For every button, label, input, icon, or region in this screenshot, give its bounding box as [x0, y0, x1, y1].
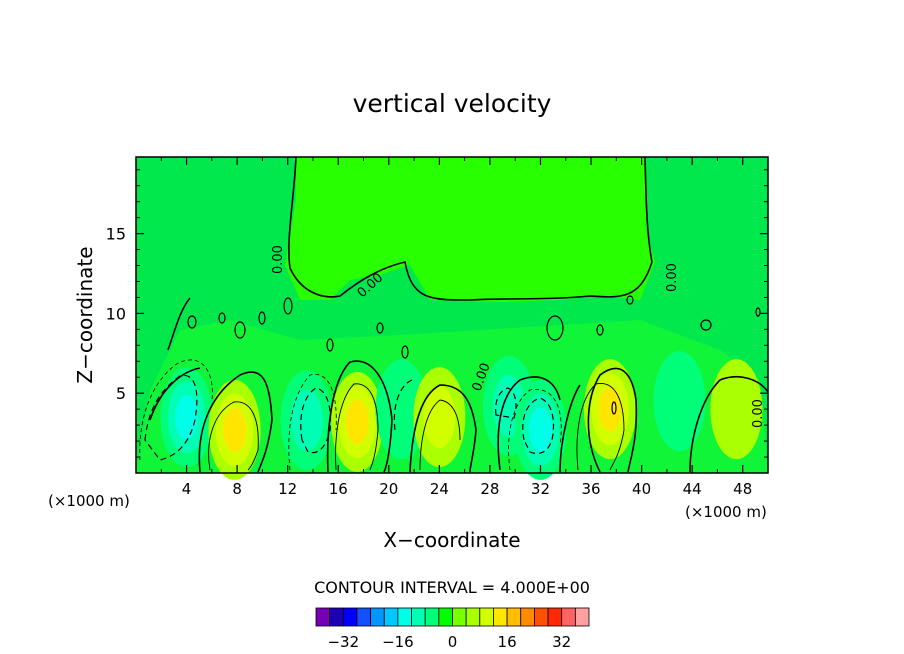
x-tick-label: 48: [733, 480, 752, 498]
colorbar-tick-labels: −32 −16 0 16 32: [327, 633, 571, 651]
x-axis-unit-left: (×1000 m): [48, 492, 130, 510]
y-axis: 5 10 15: [106, 169, 768, 458]
contour-cell: [598, 386, 622, 432]
colorbar-swatch: [534, 607, 549, 627]
contour-lines-thin: [208, 383, 625, 471]
colorbar-tick-label: 0: [448, 633, 458, 651]
chart-title: vertical velocity: [353, 89, 552, 118]
colorbar: [315, 607, 590, 627]
plot-area: 0.00 0.00 0.00 0.00 0.00: [135, 156, 769, 480]
contour-cell: [223, 407, 247, 453]
colorbar-swatch: [520, 607, 535, 627]
x-tick-label: 4: [182, 480, 192, 498]
contour-cell: [710, 359, 763, 460]
y-tick-label: 15: [106, 225, 126, 244]
contour-cell: [345, 399, 369, 445]
colorbar-swatch: [574, 607, 590, 627]
x-tick-label: 8: [232, 480, 242, 498]
contour-label: 0.00: [665, 263, 680, 292]
colorbar-swatch: [342, 607, 358, 627]
colorbar-swatch: [506, 607, 522, 627]
colorbar-swatch: [561, 607, 576, 627]
x-tick-label: 16: [329, 480, 348, 498]
contour-label: 0.00: [271, 245, 286, 274]
colorbar-tick-label: 32: [552, 633, 571, 651]
x-tick-label: 12: [278, 480, 297, 498]
x-axis-label: X−coordinate: [383, 528, 520, 552]
colorbar-swatch: [329, 607, 344, 627]
x-tick-label: 36: [581, 480, 600, 498]
colorbar-swatch: [370, 607, 385, 627]
contour-cell: [290, 389, 323, 452]
colorbar-tick-label: −32: [327, 633, 359, 651]
colorbar-swatch: [424, 607, 440, 627]
colorbar-swatch: [383, 607, 399, 627]
x-tick-label: 28: [480, 480, 499, 498]
plot-frame: [135, 156, 769, 474]
contour-cell: [528, 407, 553, 453]
colorbar-swatch: [493, 607, 508, 627]
contour-cell: [175, 394, 199, 440]
contour-lines-negative-thin: [139, 359, 562, 471]
colorbar-tick-label: 16: [498, 633, 517, 651]
x-tick-label: 40: [632, 480, 651, 498]
colorbar-swatch: [452, 607, 467, 627]
colorbar-swatch: [547, 607, 563, 627]
contour-cell: [653, 351, 706, 452]
colorbar-swatch: [397, 607, 412, 627]
colorbar-swatch: [356, 607, 372, 627]
colorbar-tick-label: −16: [382, 633, 414, 651]
y-axis-label: Z−coordinate: [73, 246, 97, 383]
contour-cell: [423, 386, 456, 448]
contour-interval-label: CONTOUR INTERVAL = 4.000E+00: [314, 578, 590, 597]
colorbar-swatch: [465, 607, 481, 627]
colorbar-swatch: [438, 607, 453, 627]
y-tick-label: 5: [116, 384, 126, 403]
colorbar-swatch: [315, 607, 331, 627]
x-tick-label: 20: [379, 480, 398, 498]
x-tick-label: 24: [430, 480, 449, 498]
x-axis: 4 8 12 16 20 24 28 32 36 40 44 48: [160, 157, 752, 498]
contour-islands: [187, 295, 761, 415]
colorbar-swatch: [479, 607, 494, 627]
colorbar-swatch: [411, 607, 426, 627]
contour-lines: [149, 156, 769, 473]
x-tick-label: 44: [683, 480, 702, 498]
contour-lines-negative: [144, 374, 555, 461]
x-axis-unit-right: (×1000 m): [685, 503, 767, 521]
y-tick-label: 10: [106, 304, 126, 323]
contour-label: 0.00: [751, 399, 766, 428]
upper-region: [285, 157, 655, 302]
x-tick-label: 32: [531, 480, 550, 498]
